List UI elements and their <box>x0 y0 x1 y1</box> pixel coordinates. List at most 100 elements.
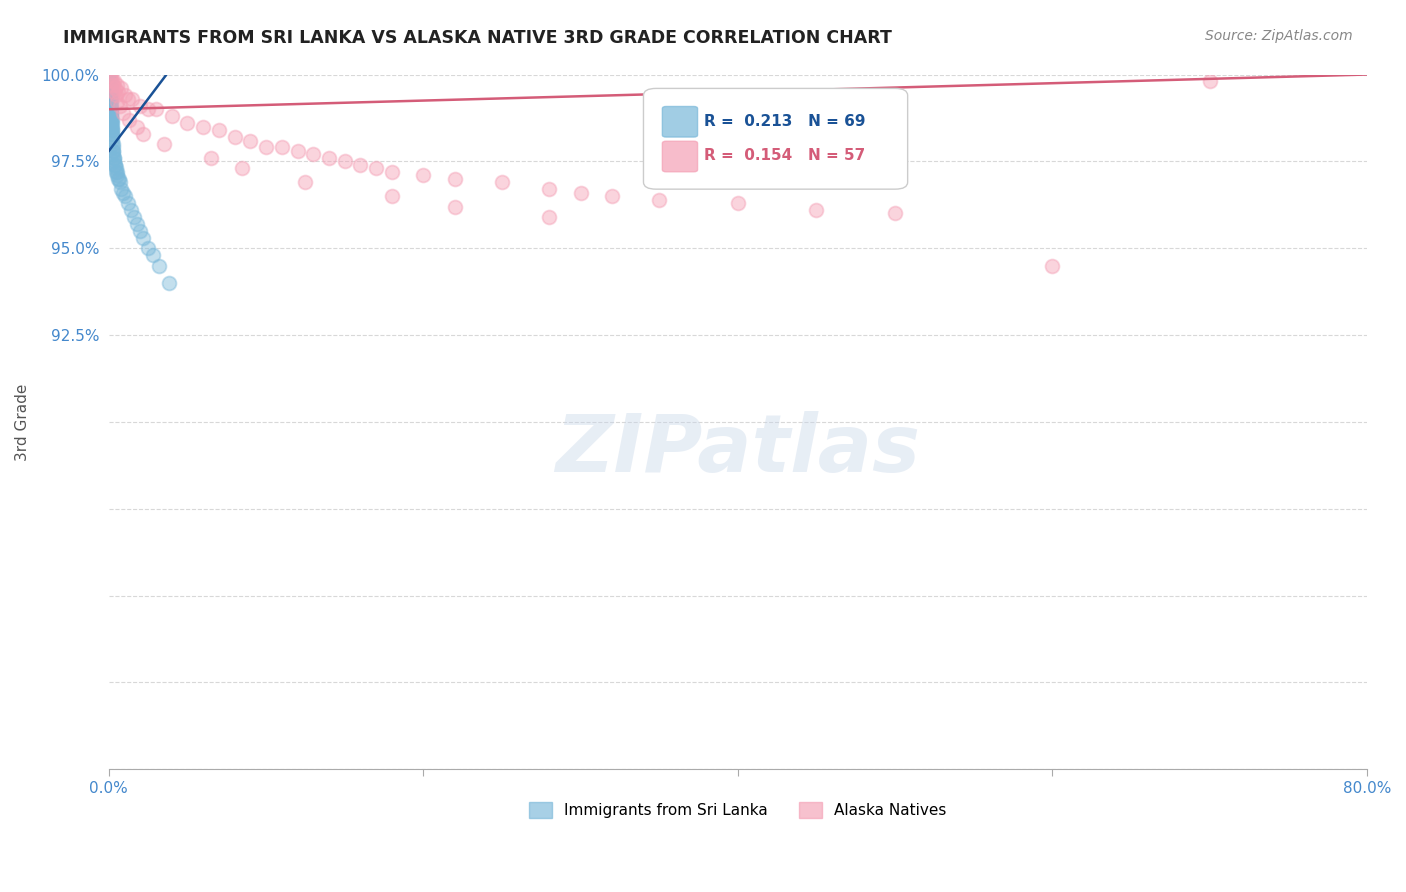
Point <box>114 88 136 103</box>
Point <box>100 109 122 123</box>
Point <box>145 102 167 116</box>
Point <box>132 127 155 141</box>
Y-axis label: 3rd Grade: 3rd Grade <box>15 384 30 460</box>
Point <box>98 81 121 95</box>
Point <box>101 78 124 92</box>
Point <box>193 120 215 134</box>
Point <box>104 158 127 172</box>
Point <box>129 224 152 238</box>
Point <box>100 120 122 134</box>
Point <box>153 136 176 151</box>
Point <box>103 147 125 161</box>
Point <box>98 70 121 85</box>
Point <box>381 165 404 179</box>
FancyBboxPatch shape <box>644 88 908 189</box>
Point <box>104 88 127 103</box>
Point <box>101 123 124 137</box>
Point <box>443 171 465 186</box>
Point <box>648 193 671 207</box>
Point <box>231 161 253 176</box>
Point <box>105 165 128 179</box>
Point <box>104 158 127 172</box>
Point <box>318 151 340 165</box>
Point <box>1198 74 1220 88</box>
Point <box>101 130 124 145</box>
Point <box>98 74 121 88</box>
Point <box>107 171 129 186</box>
Point <box>538 182 561 196</box>
Point <box>101 144 124 158</box>
Point <box>100 70 122 85</box>
Point <box>349 158 371 172</box>
Point <box>160 109 183 123</box>
Point <box>101 127 124 141</box>
Point <box>107 168 129 182</box>
Point <box>98 95 121 110</box>
Point <box>101 120 124 134</box>
Point <box>100 116 122 130</box>
Text: IMMIGRANTS FROM SRI LANKA VS ALASKA NATIVE 3RD GRADE CORRELATION CHART: IMMIGRANTS FROM SRI LANKA VS ALASKA NATI… <box>63 29 893 46</box>
Point <box>111 105 134 120</box>
Point <box>806 202 828 217</box>
Point <box>100 112 122 127</box>
Point <box>157 276 180 290</box>
Point <box>98 81 121 95</box>
Point <box>200 151 222 165</box>
Point <box>101 134 124 148</box>
Point <box>107 95 129 110</box>
Point <box>101 136 124 151</box>
Point <box>129 99 152 113</box>
Point <box>142 248 165 262</box>
Point <box>100 123 122 137</box>
Point <box>98 85 121 99</box>
Text: R =  0.213   N = 69: R = 0.213 N = 69 <box>704 113 865 128</box>
Point <box>443 200 465 214</box>
Point <box>884 206 907 220</box>
Point <box>100 99 122 113</box>
Point <box>98 70 121 85</box>
Point <box>127 217 149 231</box>
Point <box>120 202 142 217</box>
Point <box>100 99 122 113</box>
Point <box>110 81 132 95</box>
Point <box>98 81 121 95</box>
Point <box>254 140 277 154</box>
Point <box>98 92 121 106</box>
Point <box>98 78 121 92</box>
Point <box>105 78 128 92</box>
Point <box>117 196 139 211</box>
Point <box>333 154 356 169</box>
Point <box>108 171 131 186</box>
Point <box>103 154 125 169</box>
Text: Source: ZipAtlas.com: Source: ZipAtlas.com <box>1205 29 1353 43</box>
Point <box>569 186 592 200</box>
Point <box>100 88 122 103</box>
Point <box>110 182 132 196</box>
Point <box>538 210 561 224</box>
Point <box>491 175 513 189</box>
Point <box>100 116 122 130</box>
Point <box>118 112 141 127</box>
Point <box>98 68 121 82</box>
FancyBboxPatch shape <box>662 106 697 137</box>
Point <box>727 196 749 211</box>
Point <box>100 92 122 106</box>
Point <box>100 68 122 82</box>
Point <box>103 74 125 88</box>
Point <box>111 186 134 200</box>
Point <box>100 105 122 120</box>
Point <box>108 175 131 189</box>
Point <box>224 130 246 145</box>
Point <box>98 78 121 92</box>
Point <box>148 259 170 273</box>
Point <box>100 112 122 127</box>
Point <box>100 102 122 116</box>
Point <box>98 68 121 82</box>
Point <box>381 189 404 203</box>
Point <box>100 109 122 123</box>
Point <box>412 168 434 182</box>
Point <box>98 74 121 88</box>
Point <box>294 175 316 189</box>
Point <box>108 99 131 113</box>
Point <box>104 161 127 176</box>
